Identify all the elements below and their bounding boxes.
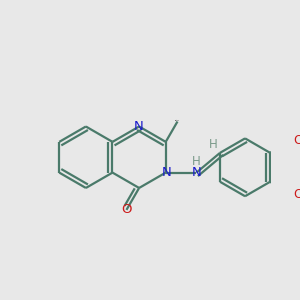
Text: O: O — [293, 188, 300, 201]
Text: O: O — [293, 134, 300, 147]
Text: O: O — [121, 203, 132, 216]
Text: N: N — [192, 166, 201, 179]
Text: N: N — [134, 120, 144, 133]
Text: H: H — [192, 155, 201, 168]
Text: methyl: methyl — [175, 120, 180, 121]
Text: N: N — [162, 166, 172, 179]
Text: H: H — [209, 138, 218, 151]
